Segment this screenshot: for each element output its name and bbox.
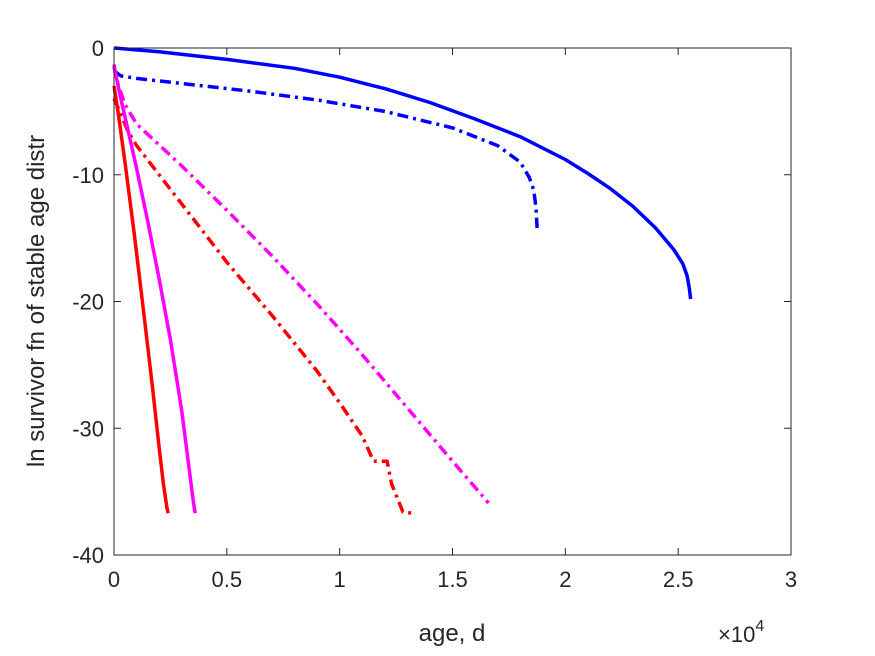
y-tick-label: -30	[72, 416, 104, 441]
series-line-6	[112, 85, 170, 514]
series-line-2	[112, 69, 539, 229]
x-tick-label: 2.5	[663, 567, 694, 592]
y-axis-label: ln survivor fn of stable age distr	[23, 135, 50, 467]
x-axis-label: age, d	[419, 620, 486, 647]
x-tick-label: 1.5	[437, 567, 468, 592]
series-layer	[112, 46, 693, 515]
series-line-1	[113, 46, 693, 300]
plot-area	[114, 48, 791, 555]
x-axis-exponent-power: 4	[755, 618, 764, 635]
y-tick-label: -40	[72, 543, 104, 568]
x-tick-label: 0.5	[212, 567, 243, 592]
x-axis-ticks: 0 0.5 1 1.5 2 2.5 3	[108, 48, 797, 592]
y-tick-label: -20	[72, 290, 104, 315]
x-axis-exponent-base: ×10	[718, 622, 755, 647]
y-axis-ticks: -40 -30 -20 -10 0	[72, 36, 791, 568]
y-tick-label: 0	[92, 36, 104, 61]
series-line-3	[112, 66, 490, 505]
x-axis-exponent: ×104	[718, 618, 764, 647]
y-tick-label: -10	[72, 163, 104, 188]
x-tick-label: 0	[108, 567, 120, 592]
x-tick-label: 2	[559, 567, 571, 592]
x-tick-label: 1	[334, 567, 346, 592]
x-tick-label: 3	[785, 567, 797, 592]
series-line-5	[112, 64, 197, 514]
